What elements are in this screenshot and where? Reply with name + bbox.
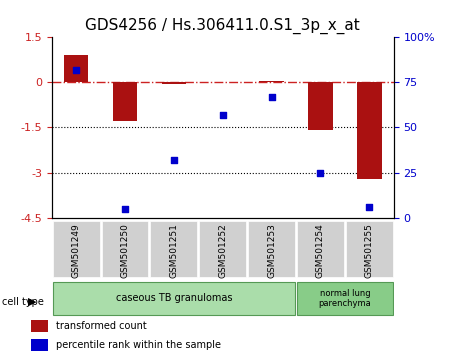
Bar — [31, 320, 48, 332]
Text: normal lung
parenchyma: normal lung parenchyma — [319, 289, 371, 308]
FancyBboxPatch shape — [346, 221, 393, 277]
Point — [122, 206, 129, 212]
Point — [170, 157, 177, 163]
Title: GDS4256 / Hs.306411.0.S1_3p_x_at: GDS4256 / Hs.306411.0.S1_3p_x_at — [86, 18, 360, 34]
Point — [219, 112, 226, 118]
Text: GSM501250: GSM501250 — [121, 223, 130, 278]
Bar — [259, 81, 284, 82]
Bar — [64, 55, 88, 82]
FancyBboxPatch shape — [53, 221, 99, 277]
Text: transformed count: transformed count — [56, 321, 147, 331]
FancyBboxPatch shape — [53, 281, 295, 315]
FancyBboxPatch shape — [248, 221, 295, 277]
Point — [317, 170, 324, 176]
Text: ▶: ▶ — [28, 297, 37, 307]
FancyBboxPatch shape — [297, 281, 393, 315]
Text: cell type: cell type — [2, 297, 44, 307]
Text: GSM501251: GSM501251 — [169, 223, 178, 278]
Bar — [31, 339, 48, 351]
Text: GSM501249: GSM501249 — [72, 223, 81, 278]
FancyBboxPatch shape — [150, 221, 198, 277]
Bar — [357, 82, 382, 179]
Point — [268, 94, 275, 99]
Bar — [113, 82, 137, 121]
FancyBboxPatch shape — [199, 221, 246, 277]
Point — [366, 204, 373, 210]
FancyBboxPatch shape — [297, 221, 344, 277]
Bar — [308, 82, 333, 131]
Text: caseous TB granulomas: caseous TB granulomas — [116, 293, 232, 303]
FancyBboxPatch shape — [102, 221, 148, 277]
Text: GSM501254: GSM501254 — [316, 223, 325, 278]
Point — [72, 67, 80, 73]
Text: GSM501255: GSM501255 — [365, 223, 374, 278]
Bar — [162, 82, 186, 84]
Text: GSM501252: GSM501252 — [218, 223, 227, 278]
Text: percentile rank within the sample: percentile rank within the sample — [56, 340, 221, 350]
Text: GSM501253: GSM501253 — [267, 223, 276, 278]
